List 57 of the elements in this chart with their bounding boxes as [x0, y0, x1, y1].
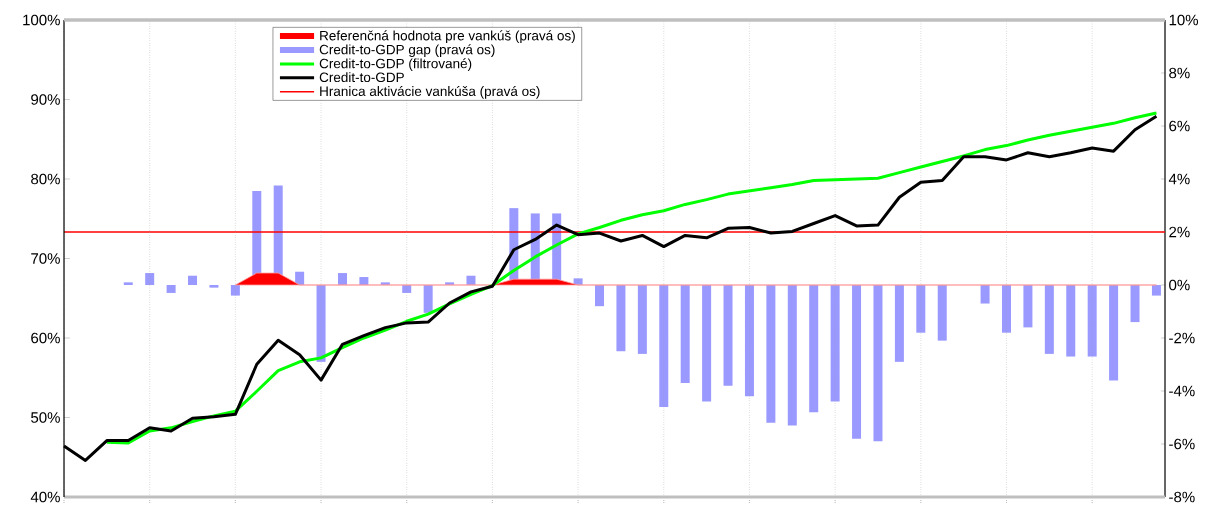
y2-tick-label: -6% [1169, 438, 1195, 450]
y-tick-label: 40% [30, 491, 60, 503]
bar [1087, 284, 1097, 357]
y2-tick-label: 6% [1169, 120, 1190, 132]
legend-label: Credit-to-GDP (filtrované) [319, 58, 472, 71]
legend-label: Credit-to-GDP [319, 72, 404, 83]
bar [809, 284, 819, 413]
bar [680, 284, 690, 384]
bar [230, 284, 240, 296]
bar [316, 284, 326, 362]
bar [1130, 284, 1140, 323]
bar [787, 284, 797, 426]
y2-tick-label: 0% [1169, 279, 1190, 291]
bar [894, 284, 904, 362]
bar [916, 284, 926, 333]
bar [766, 284, 776, 423]
bar [1002, 284, 1011, 333]
y-tick-label: 90% [31, 94, 60, 105]
y-tick-label: 80% [31, 173, 60, 185]
bar [852, 284, 862, 439]
legend-label: Credit-to-GDP gap (pravá os) [319, 44, 495, 58]
bar [595, 284, 605, 307]
y2-tick-label: -2% [1169, 332, 1195, 344]
bar [337, 273, 347, 285]
y2-tick-label: 10% [1169, 14, 1199, 26]
y-tick-label: 100% [23, 14, 60, 26]
y2-tick-label: 2% [1169, 226, 1190, 238]
bar [166, 284, 176, 293]
y-tick-label: 50% [31, 412, 60, 423]
bar [702, 284, 712, 402]
legend-label: Hranica aktivácie vankúša (pravá os) [320, 85, 540, 99]
bar [744, 284, 754, 397]
bar [637, 284, 647, 354]
y-tick-label: 60% [31, 332, 60, 344]
y2-tick-label: -8% [1169, 491, 1195, 503]
y2-tick-label: -4% [1169, 385, 1195, 397]
bar [123, 282, 133, 285]
legend-label: Referenčná hodnota pre vankúš (pravá os) [320, 30, 575, 44]
bar [980, 284, 990, 304]
bar [616, 284, 626, 352]
bar [659, 284, 669, 407]
bar [1109, 284, 1119, 381]
bar [1151, 284, 1161, 296]
y-tick-label: 70% [31, 253, 60, 264]
y2-tick-label: 8% [1169, 67, 1190, 79]
bar [1023, 284, 1033, 328]
bar [723, 284, 733, 386]
y2-tick-label: 4% [1168, 173, 1190, 185]
bar [145, 273, 155, 285]
bar [1066, 284, 1076, 357]
bar [423, 284, 433, 313]
bar [1044, 284, 1054, 354]
bar [937, 284, 947, 341]
bar [873, 284, 883, 442]
bar [830, 284, 840, 402]
bar [188, 275, 198, 285]
bar [209, 284, 219, 288]
